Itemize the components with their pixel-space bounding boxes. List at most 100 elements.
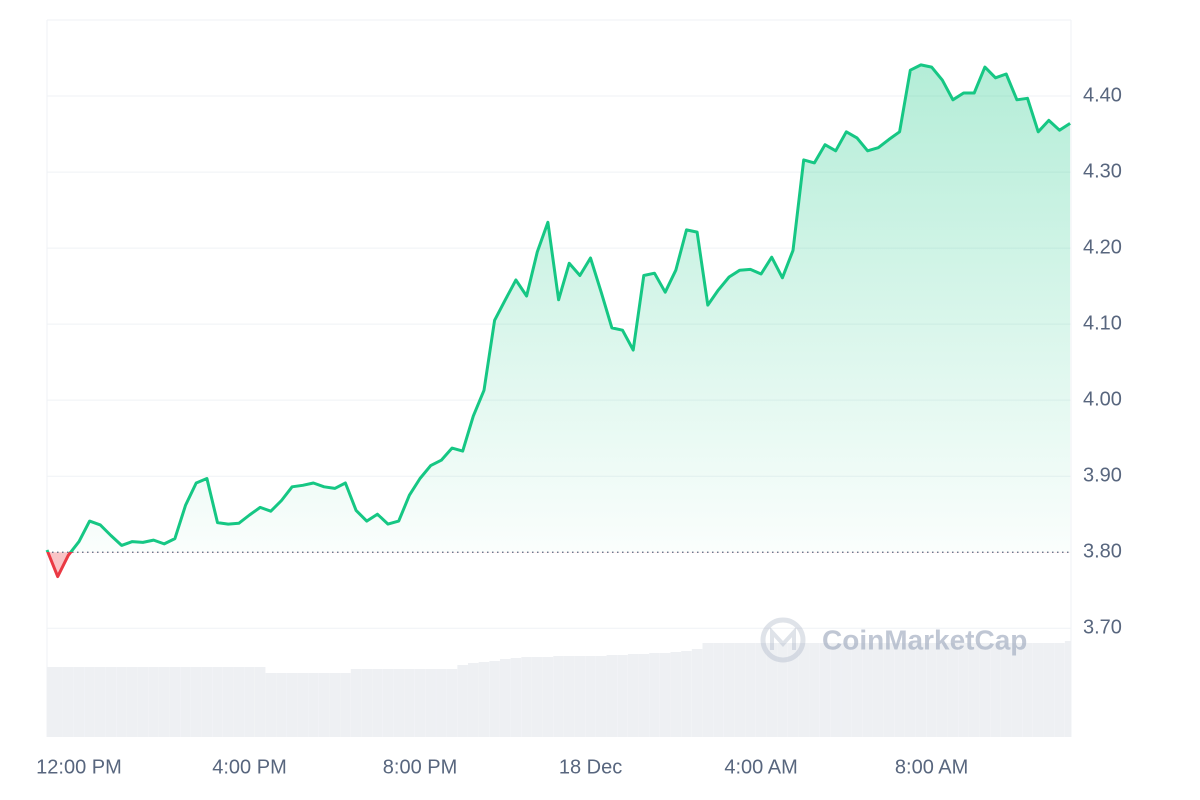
volume-bar <box>723 643 735 737</box>
volume-bar <box>883 643 895 737</box>
volume-bar <box>766 643 778 737</box>
volume-bar <box>521 657 532 737</box>
volume-bar <box>574 656 586 737</box>
volume-bar <box>531 657 543 737</box>
volume-bar <box>297 673 309 737</box>
volume-bar <box>894 643 905 737</box>
watermark-logo <box>760 617 806 663</box>
volume-bar <box>340 673 351 737</box>
volume-bar <box>841 643 852 737</box>
volume-bar <box>777 643 788 737</box>
volume-bar <box>510 658 522 737</box>
volume-bar <box>702 643 714 737</box>
volume-bar <box>734 643 746 737</box>
volume-bar <box>116 667 127 737</box>
volume-bar <box>1022 643 1033 737</box>
volume-bar <box>1000 643 1012 737</box>
volume-bar <box>809 643 820 737</box>
y-tick-label: 3.80 <box>1083 541 1122 563</box>
volume-bar <box>180 667 191 737</box>
price-line <box>45 63 1071 579</box>
y-tick-label: 4.20 <box>1083 236 1122 258</box>
volume-bar <box>105 667 117 737</box>
volume-bar <box>95 667 106 737</box>
price-area <box>47 64 1071 577</box>
volume-bar <box>659 653 671 737</box>
volume-bar <box>414 669 426 737</box>
volume-bar <box>691 649 703 737</box>
volume-bar <box>1032 643 1044 737</box>
volume-bar <box>308 673 319 737</box>
volume-bar <box>798 643 809 737</box>
y-tick-label: 3.70 <box>1083 617 1122 639</box>
volume-bar <box>212 667 223 737</box>
volume-bar <box>958 643 969 737</box>
x-tick-label: 4:00 AM <box>724 756 797 778</box>
volume-bar <box>787 643 799 737</box>
volume-bar <box>638 654 650 737</box>
volume-bar <box>851 643 863 737</box>
y-tick-label: 4.00 <box>1083 388 1122 410</box>
volume-bar <box>617 655 628 737</box>
volume-bar <box>169 667 181 737</box>
volume-bar <box>1064 641 1071 737</box>
volume-bar <box>649 653 660 737</box>
y-tick-label: 4.40 <box>1083 84 1122 106</box>
volume-bar <box>63 667 74 737</box>
volume-bar <box>158 667 170 737</box>
volume-bar <box>372 669 383 737</box>
volume-bar <box>137 667 149 737</box>
volume-bar <box>478 662 490 737</box>
volume-bar <box>382 669 394 737</box>
volume-bar <box>148 667 159 737</box>
y-tick-label: 3.90 <box>1083 464 1122 486</box>
volume-bar <box>126 667 138 737</box>
volume-bar <box>265 673 277 737</box>
volume-bar <box>318 673 330 737</box>
volume-bar <box>563 656 575 737</box>
volume-bar <box>553 656 564 737</box>
x-tick-label: 8:00 PM <box>383 756 457 778</box>
x-tick-label: 8:00 AM <box>895 756 968 778</box>
volume-bar <box>873 643 884 737</box>
volume-bar <box>681 651 692 737</box>
volume-bar <box>84 667 95 737</box>
volume-bar <box>47 667 58 737</box>
watermark: CoinMarketCap <box>822 624 1027 655</box>
volume-bar <box>606 655 618 737</box>
volume-bar <box>713 643 724 737</box>
volume-bar <box>276 673 287 737</box>
x-tick-label: 4:00 PM <box>212 756 286 778</box>
volume-bar <box>500 659 511 737</box>
volume-bar <box>222 667 234 737</box>
volume-bar <box>979 643 991 737</box>
volume-bar <box>947 643 959 737</box>
volume-bar <box>404 669 415 737</box>
volume-bar <box>329 673 341 737</box>
volume-bar <box>1043 643 1055 737</box>
volume-bar <box>745 643 756 737</box>
volume-bar <box>1054 643 1065 737</box>
volume-bar <box>915 643 927 737</box>
x-tick-label: 12:00 PM <box>36 756 122 778</box>
y-tick-label: 4.30 <box>1083 160 1122 182</box>
volume-bar <box>446 669 458 737</box>
volume-bar <box>670 652 682 737</box>
volume-bar <box>819 643 831 737</box>
volume-bar <box>595 656 607 737</box>
volume-bar <box>862 643 873 737</box>
volume-bar <box>542 657 554 737</box>
volume-bar <box>52 667 63 737</box>
y-tick-label: 4.10 <box>1083 312 1122 334</box>
volume-bar <box>361 669 373 737</box>
volume-bar <box>489 661 500 737</box>
volume-bar <box>830 643 841 737</box>
volume-bar <box>905 643 916 737</box>
volume-bar <box>350 669 362 737</box>
x-tick-label: 18 Dec <box>559 756 622 778</box>
volume-bar <box>286 673 298 737</box>
volume-bar <box>627 654 639 737</box>
volume-bar <box>425 669 436 737</box>
